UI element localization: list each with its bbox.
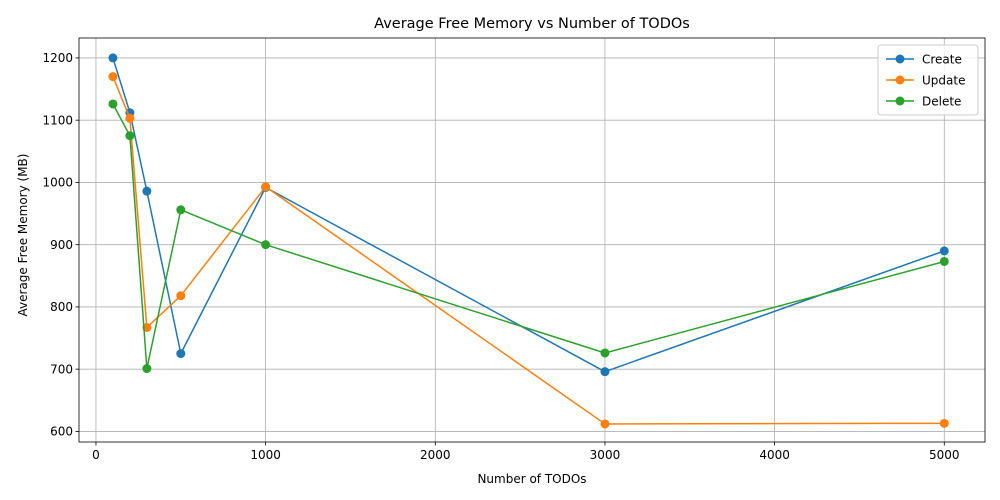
y-tick-label: 600 (50, 425, 73, 439)
y-axis-label: Average Free Memory (MB) (16, 154, 30, 317)
grid (79, 38, 985, 442)
data-point (939, 246, 949, 256)
data-point (125, 113, 135, 123)
series-delete (108, 99, 949, 374)
x-tick-label: 3000 (590, 448, 621, 462)
legend: Create Update Delete (877, 44, 979, 116)
data-point (600, 367, 610, 377)
data-point (600, 419, 610, 429)
data-point (176, 205, 186, 215)
data-point (108, 99, 118, 109)
ticks: 0 1000 2000 3000 4000 5000 600 700 800 900 1000 110… (42, 51, 959, 462)
data-point (142, 364, 152, 374)
x-tick-label: 2000 (420, 448, 451, 462)
x-tick-label: 5000 (929, 448, 960, 462)
x-axis-label: Number of TODOs (477, 472, 586, 486)
series-line-delete (112, 103, 945, 370)
legend-item-update: Update (886, 73, 965, 87)
x-tick-label: 1000 (250, 448, 281, 462)
legend-marker (895, 75, 905, 85)
legend-item-create: Create (886, 52, 962, 66)
series-line-create (112, 57, 945, 373)
y-tick-label: 1000 (42, 176, 73, 190)
x-tick-label: 0 (92, 448, 100, 462)
data-point (939, 256, 949, 266)
data-point (108, 53, 118, 63)
legend-label: Update (922, 73, 965, 87)
data-point (939, 418, 949, 428)
chart-title: Average Free Memory vs Number of TODOs (374, 16, 690, 32)
data-point (125, 131, 135, 141)
series-line-update (112, 76, 945, 425)
data-point (142, 186, 152, 196)
legend-label: Delete (922, 94, 961, 108)
series-layer (108, 53, 949, 429)
x-tick-label: 4000 (759, 448, 790, 462)
y-tick-label: 700 (50, 362, 73, 376)
legend-box (877, 44, 979, 116)
data-point (176, 291, 186, 301)
data-point (600, 348, 610, 358)
data-point (261, 182, 271, 192)
y-tick-label: 1200 (42, 51, 73, 65)
series-update (108, 72, 949, 429)
data-point (176, 349, 186, 359)
y-tick-label: 900 (50, 238, 73, 252)
data-point (108, 72, 118, 82)
data-point (261, 240, 271, 250)
series-create (108, 53, 949, 377)
legend-item-delete: Delete (886, 94, 961, 108)
y-tick-label: 1100 (42, 113, 73, 127)
legend-marker (895, 54, 905, 64)
legend-label: Create (922, 52, 962, 66)
legend-marker (895, 96, 905, 106)
plot-frame (78, 37, 986, 443)
y-tick-label: 800 (50, 300, 73, 314)
